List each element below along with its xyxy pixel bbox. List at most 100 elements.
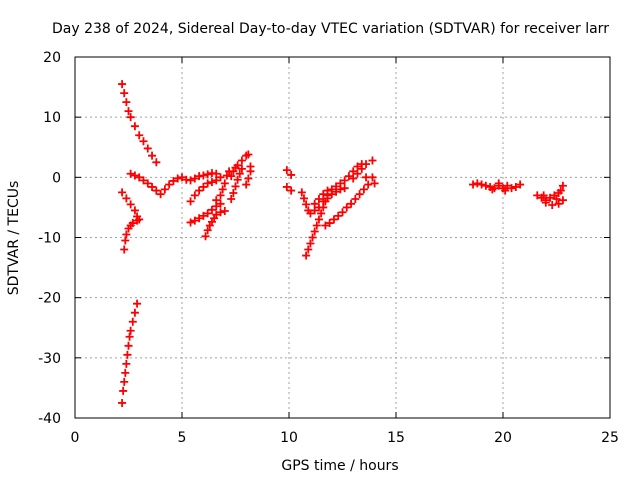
data-point (299, 194, 308, 203)
data-point (122, 194, 131, 203)
data-point (227, 194, 236, 203)
data-point (488, 185, 497, 194)
data-point (130, 206, 139, 215)
data-point (126, 326, 135, 335)
data-point (359, 185, 368, 194)
x-tick-label: 25 (601, 430, 619, 446)
data-point (207, 178, 216, 187)
data-point (126, 113, 135, 122)
data-point (123, 350, 132, 359)
data-point (199, 182, 208, 191)
data-point (169, 176, 178, 185)
data-point (244, 150, 253, 159)
data-point (220, 207, 229, 216)
data-point (338, 208, 347, 217)
data-point (216, 173, 225, 182)
data-point (503, 181, 512, 190)
x-axis-label: GPS time / hours (281, 458, 398, 474)
data-point (135, 131, 144, 140)
data-point (340, 184, 349, 193)
data-point (481, 181, 490, 190)
data-point (160, 185, 169, 194)
y-tick-label: -40 (38, 411, 61, 427)
data-point (282, 182, 291, 191)
data-point (120, 245, 129, 254)
y-tick-label: -10 (38, 231, 61, 247)
data-point (143, 144, 152, 153)
data-point (148, 182, 157, 191)
data-point (357, 164, 366, 173)
data-point (246, 162, 255, 171)
data-point (344, 172, 353, 181)
y-tick-label: 10 (43, 110, 61, 126)
data-point (119, 386, 128, 395)
data-point (355, 190, 364, 199)
data-point (306, 209, 315, 218)
data-point (195, 214, 204, 223)
data-point (130, 122, 139, 131)
data-point (199, 171, 208, 180)
data-point (516, 180, 525, 189)
data-point (556, 186, 565, 195)
data-point (329, 215, 338, 224)
data-point (203, 179, 212, 188)
data-point (118, 80, 127, 89)
data-point (321, 221, 330, 230)
data-point (122, 359, 131, 368)
data-point (351, 194, 360, 203)
data-point (473, 179, 482, 188)
data-point (306, 239, 315, 248)
data-point (118, 188, 127, 197)
data-point (178, 173, 186, 182)
data-point (212, 176, 221, 185)
data-point (558, 181, 567, 190)
data-point (156, 190, 165, 199)
x-tick-label: 5 (178, 430, 187, 446)
data-point (203, 170, 212, 179)
data-point (186, 197, 195, 206)
data-point (558, 196, 567, 205)
data-point (203, 226, 212, 235)
data-point (190, 174, 199, 183)
data-point (317, 209, 326, 218)
data-point (133, 299, 142, 308)
data-point (124, 107, 133, 116)
data-point (207, 205, 216, 214)
data-point (120, 89, 129, 98)
data-point (349, 174, 358, 183)
data-point (342, 203, 351, 212)
data-point (244, 174, 253, 183)
x-tick-label: 0 (71, 430, 80, 446)
data-point (302, 251, 311, 260)
data-point (507, 184, 516, 193)
data-point (323, 186, 332, 195)
data-point (190, 191, 199, 200)
data-point (186, 176, 195, 185)
data-point (203, 209, 212, 218)
data-point (165, 180, 174, 189)
y-tick-label: 0 (52, 170, 61, 186)
data-point (347, 199, 356, 208)
data-point (122, 230, 131, 239)
data-point (237, 164, 246, 173)
data-point (124, 341, 133, 350)
data-point (325, 219, 334, 228)
data-point (148, 151, 157, 160)
data-point (231, 182, 240, 191)
y-axis-label: SDTVAR / TECUs (6, 181, 22, 296)
data-point (118, 398, 127, 407)
data-point (308, 233, 317, 242)
axis-ticks: 0 5 10 15 20 25 -40 -30 -20 -10 0 10 20 (38, 50, 619, 446)
data-point (152, 158, 161, 167)
data-point (190, 216, 199, 225)
y-tick-label: -20 (38, 291, 61, 307)
data-point (319, 203, 328, 212)
data-point (122, 98, 131, 107)
data-point (218, 185, 227, 194)
data-point (327, 190, 336, 199)
data-point (368, 156, 377, 165)
data-point (186, 218, 195, 227)
data-point (501, 186, 510, 195)
x-tick-label: 20 (494, 430, 512, 446)
data-point (233, 161, 242, 170)
